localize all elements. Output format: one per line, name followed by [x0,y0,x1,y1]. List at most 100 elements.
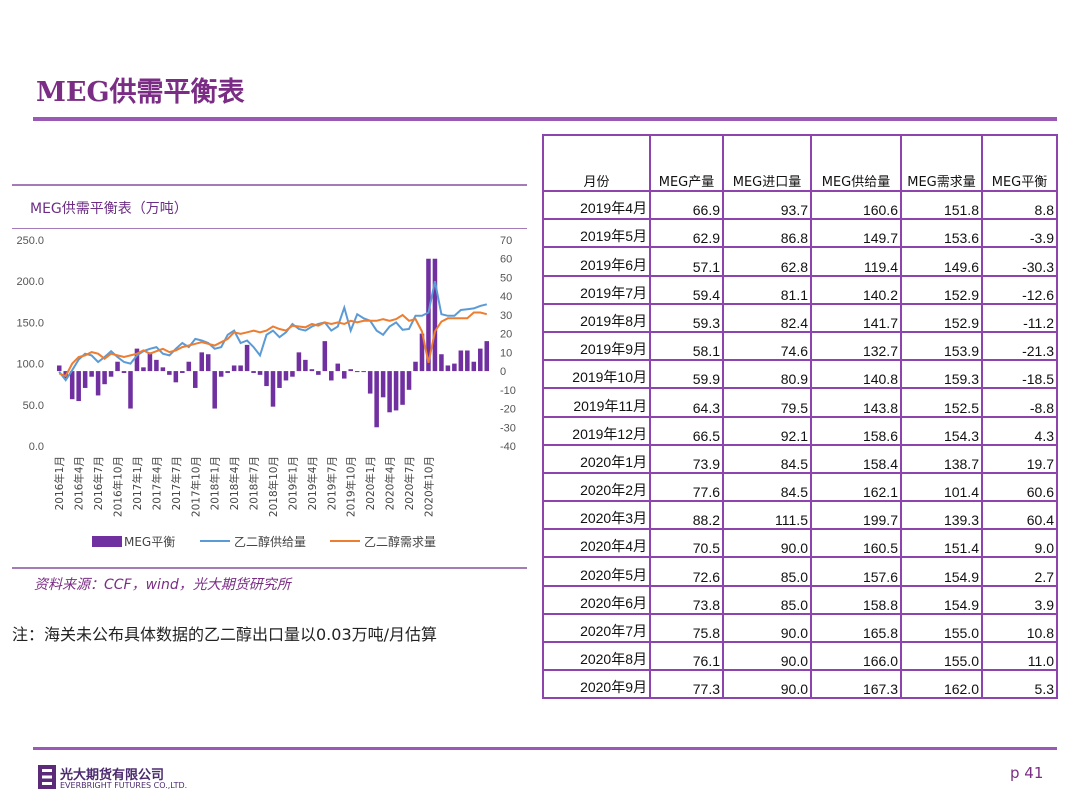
balance-bar [238,365,243,372]
right-axis-tick: 70 [500,235,512,247]
cell-demand: 101.4 [900,471,983,503]
right-axis-tick: 0 [500,366,506,378]
x-axis-tick: 2020年1月 [364,456,377,510]
chart-title: MEG供需平衡表（万吨） [30,201,188,217]
cell-balance: 4.3 [981,415,1058,446]
balance-bar [445,365,451,372]
cell-import: 93.7 [722,189,812,221]
cell-supply: 160.6 [810,189,902,221]
balance-bar [102,371,107,385]
cell-balance: -3.9 [981,218,1058,249]
cell-demand: 152.5 [900,387,983,418]
cell-production: 59.4 [649,274,724,305]
balance-bar [329,371,334,381]
balance-bar [147,352,153,372]
table-row: 2020年1月 73.9 84.5 158.4 138.7 19.7 [542,443,1058,474]
cell-month: 2019年8月 [542,302,651,333]
balance-bar [186,361,192,372]
balance-bar [452,363,457,372]
cell-import: 90.0 [722,669,812,700]
cell-production: 59.3 [649,302,724,333]
x-axis-tick: 2018年4月 [228,456,241,510]
cell-production: 73.8 [649,584,724,615]
cell-import: 111.5 [722,500,812,531]
left-axis-tick: 250.0 [16,235,44,247]
cell-supply: 199.7 [810,500,902,531]
chart-source: 资料来源：CCF，wind，光大期货研究所 [34,577,291,593]
balance-bar [225,371,230,373]
header-month: 月份 [542,134,651,192]
balance-bar [465,350,470,372]
table-row: 2019年7月 59.4 81.1 140.2 152.9 -12.6 [542,274,1058,305]
header-supply: MEG供给量 [810,134,902,192]
balance-bar [277,371,282,388]
chart-title-divider [12,228,527,229]
cell-production: 88.2 [649,500,724,531]
table-row: 2019年11月 64.3 79.5 143.8 152.5 -8.8 [542,387,1058,418]
table-row: 2020年7月 75.8 90.0 165.8 155.0 10.8 [542,612,1058,644]
cell-month: 2020年3月 [542,500,651,531]
balance-bar [231,365,237,372]
balance-bar [406,371,412,390]
table-row: 2020年6月 73.8 85.0 158.8 154.9 3.9 [542,584,1058,615]
balance-bar [193,371,198,388]
balance-bar [76,371,81,402]
cell-import: 90.0 [722,612,812,644]
footer-divider [33,747,1057,750]
company-name-en: EVERBRIGHT FUTURES CO.,LTD. [60,781,188,790]
cell-month: 2020年5月 [542,556,651,587]
cell-balance: -21.3 [981,330,1058,362]
cell-supply: 158.4 [810,443,902,474]
balance-bar [212,371,217,409]
balance-bar [471,361,477,372]
balance-bar [141,367,146,372]
balance-bar [121,371,127,373]
balance-bar [134,348,140,372]
cell-month: 2019年11月 [542,387,651,418]
right-axis-tick: 40 [500,291,512,303]
balance-bar [218,371,224,377]
chart-top-divider [12,184,527,186]
cell-production: 76.1 [649,640,724,672]
cell-supply: 132.7 [810,330,902,362]
balance-bar [95,371,101,396]
x-axis-tick: 2019年4月 [306,456,319,510]
cell-month: 2019年4月 [542,189,651,221]
cell-demand: 153.9 [900,330,983,362]
right-axis-tick: -20 [500,404,516,416]
balance-bar [393,371,399,411]
cell-supply: 140.8 [810,359,902,390]
balance-bar [348,369,353,372]
cell-supply: 158.8 [810,584,902,615]
x-axis-tick: 2016年4月 [73,456,86,510]
balance-bar [341,371,347,379]
cell-demand: 162.0 [900,669,983,700]
cell-balance: 11.0 [981,640,1058,672]
cell-supply: 166.0 [810,640,902,672]
right-axis-tick: 20 [500,329,512,341]
table-row: 2019年6月 57.1 62.8 119.4 149.6 -30.3 [542,246,1058,277]
balance-bar [432,258,438,372]
cell-demand: 139.3 [900,500,983,531]
left-axis-tick: 0.0 [29,441,44,453]
balance-table-wrapper: 月份 MEG产量 MEG进口量 MEG供给量 MEG需求量 MEG平衡 2019… [542,134,1058,700]
cell-production: 62.9 [649,218,724,249]
table-row: 2020年2月 77.6 84.5 162.1 101.4 60.6 [542,471,1058,503]
cell-balance: -18.5 [981,359,1058,390]
legend-demand: 乙二醇需求量 [364,534,436,549]
cell-balance: 60.6 [981,471,1058,503]
cell-demand: 151.8 [900,189,983,221]
x-axis-tick: 2018年7月 [248,456,261,510]
cell-supply: 158.6 [810,415,902,446]
balance-bar [400,371,405,405]
x-axis-tick: 2016年10月 [112,456,125,517]
balance-bar [89,371,94,377]
balance-bar [56,365,62,372]
right-axis-tick: 50 [500,272,512,284]
table-row: 2020年8月 76.1 90.0 166.0 155.0 11.0 [542,640,1058,672]
balance-bar [316,371,321,375]
cell-balance: 9.0 [981,528,1058,559]
balance-bar [296,352,302,372]
balance-bar [361,371,366,373]
cell-balance: -11.2 [981,302,1058,333]
